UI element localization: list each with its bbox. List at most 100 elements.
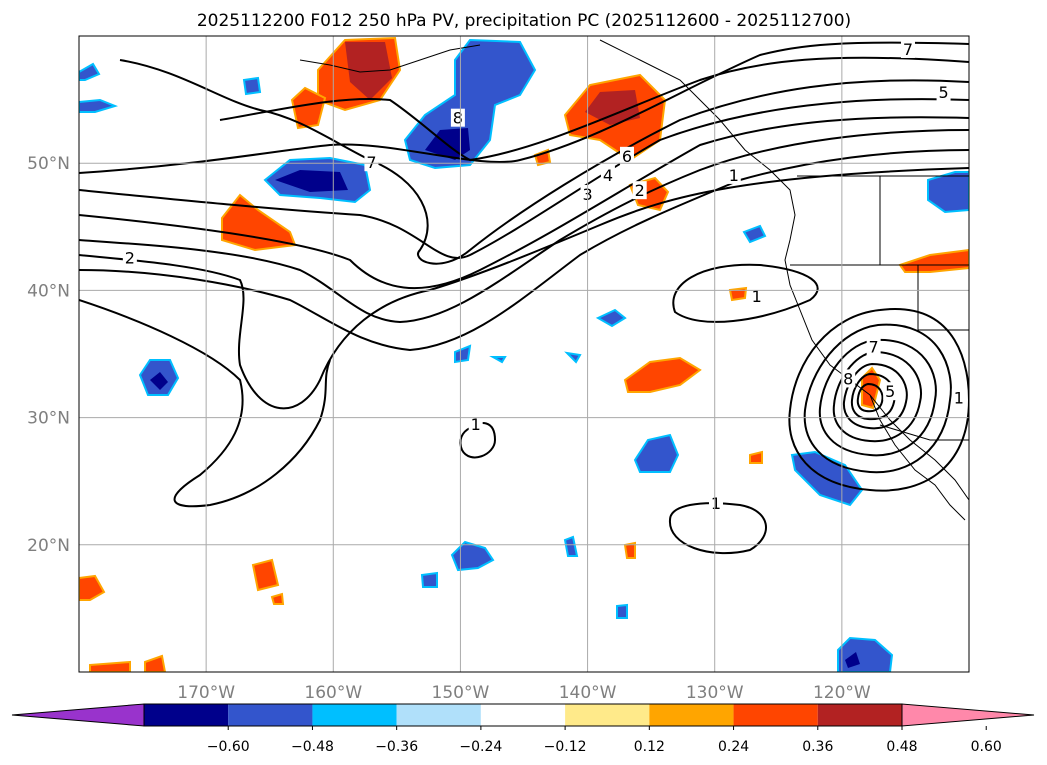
precip-area-positive	[728, 286, 748, 302]
colorbar-segment	[565, 704, 650, 726]
precip-area-negative	[489, 356, 507, 364]
contour-label: 5	[885, 382, 895, 401]
contour-label-bg	[600, 165, 615, 184]
precip-area-positive	[585, 90, 640, 125]
contour-label: 7	[903, 40, 913, 59]
pv-contour-line	[79, 167, 969, 410]
latitude-labels: 20°N 30°N 40°N 50°N	[27, 154, 70, 556]
pv-contour-line	[79, 98, 969, 259]
coastline-baja	[869, 394, 966, 521]
precip-area-positive	[251, 558, 280, 592]
contour-label: 8	[843, 369, 853, 388]
pv-contour-line	[79, 299, 331, 508]
pv-contour-line	[668, 502, 767, 555]
precip-area-positive	[79, 574, 106, 601]
precip-area-negative	[150, 372, 168, 390]
colorbar-tick-label: 0.36	[802, 739, 833, 755]
colorbar-tick-label: 0.24	[718, 739, 749, 755]
colorbar-tick-label: −0.60	[207, 739, 250, 755]
lon-tick-label: 140°W	[559, 683, 617, 703]
precip-area-positive	[623, 541, 636, 559]
precip-area-negative	[742, 224, 767, 244]
gridlines	[79, 36, 969, 672]
lat-tick-label: 20°N	[27, 536, 70, 556]
longitude-labels: 170°W 160°W 150°W 140°W 130°W 120°W	[177, 683, 871, 703]
precip-area-negative	[927, 171, 969, 214]
lat-tick-label: 30°N	[27, 409, 70, 429]
colorbar-segment	[228, 704, 313, 726]
pv-contour-line	[803, 323, 952, 474]
contour-label-bg	[468, 415, 483, 434]
contour-label-bg	[900, 39, 915, 58]
contour-label-bg	[883, 382, 898, 401]
precip-area-positive	[270, 592, 285, 605]
pv-contour-line	[119, 59, 969, 265]
lon-tick-label: 120°W	[813, 683, 871, 703]
contour-label-bg	[936, 83, 951, 102]
contour-label-bg	[726, 165, 741, 184]
pv-contours	[79, 41, 969, 555]
lon-tick-label: 170°W	[177, 683, 235, 703]
lon-tick-label: 160°W	[304, 683, 362, 703]
pv-contour-line	[842, 362, 908, 430]
precip-area-positive	[898, 248, 969, 273]
precip-area-positive	[221, 193, 297, 252]
colorbar-segment	[312, 704, 397, 726]
lat-tick-label: 40°N	[27, 281, 70, 301]
colorbar-frame	[143, 703, 903, 727]
chart-title: 2025112200 F012 250 hPa PV, precipitatio…	[197, 11, 851, 31]
colorbar-tick-label: −0.36	[375, 739, 418, 755]
precip-area-positive	[861, 366, 882, 410]
pv-contour-line	[79, 41, 969, 174]
colorbar-segment	[480, 704, 566, 726]
map-background	[79, 36, 969, 672]
contour-label: 8	[453, 109, 463, 128]
contour-label: 1	[711, 494, 721, 513]
contour-label: 1	[471, 415, 481, 434]
precip-area-negative	[420, 571, 438, 588]
precip-area-positive	[290, 86, 327, 130]
contour-label-bg	[951, 388, 966, 407]
contour-label: 2	[635, 181, 645, 200]
contour-label: 7	[869, 338, 879, 357]
contour-label: 6	[622, 147, 632, 166]
colorbar-tick-label: −0.48	[291, 739, 334, 755]
colorbar-segment	[733, 704, 818, 726]
precip-area-negative	[616, 603, 628, 619]
contour-label: 1	[752, 287, 762, 306]
precip-area-positive	[623, 356, 702, 393]
contour-label-bg	[364, 153, 379, 172]
colorbar-extend-high	[901, 703, 1035, 727]
contour-label: 5	[938, 83, 948, 102]
contour-label-bg	[122, 248, 137, 267]
colorbar-extend-low	[11, 703, 145, 727]
contour-label-bg	[708, 494, 723, 513]
contour-label-bg	[841, 369, 856, 388]
pv-contour-line	[79, 129, 969, 324]
colorbar-tick-label: −0.12	[544, 739, 587, 755]
precip-area-negative	[79, 62, 101, 81]
contour-label-bg	[632, 181, 647, 200]
precip-area-negative	[275, 170, 348, 192]
border-us-mexico	[879, 424, 969, 441]
precip-area-negative	[845, 652, 860, 668]
colorbar: −0.60 −0.48 −0.36 −0.24 −0.12 0.12 0.24 0.36 0.4…	[11, 703, 1035, 755]
contour-label-bg	[450, 108, 465, 127]
precip-area-negative	[595, 308, 627, 328]
contour-label: 1	[954, 389, 964, 408]
pv-contour-line	[459, 422, 497, 459]
colorbar-tick-label: −0.24	[459, 739, 502, 755]
colorbar-segment	[396, 704, 481, 726]
precip-area-positive	[89, 660, 131, 672]
precip-area-positive	[144, 654, 167, 672]
pv-contour-line	[79, 149, 969, 352]
colorbar-tick-label: 0.60	[971, 739, 1002, 755]
lon-tick-label: 130°W	[686, 683, 744, 703]
contour-label-bg	[866, 337, 881, 356]
colorbar-tick-label: 0.12	[634, 739, 665, 755]
pv-contour-line	[818, 338, 937, 457]
pv-contour-line	[672, 263, 819, 323]
